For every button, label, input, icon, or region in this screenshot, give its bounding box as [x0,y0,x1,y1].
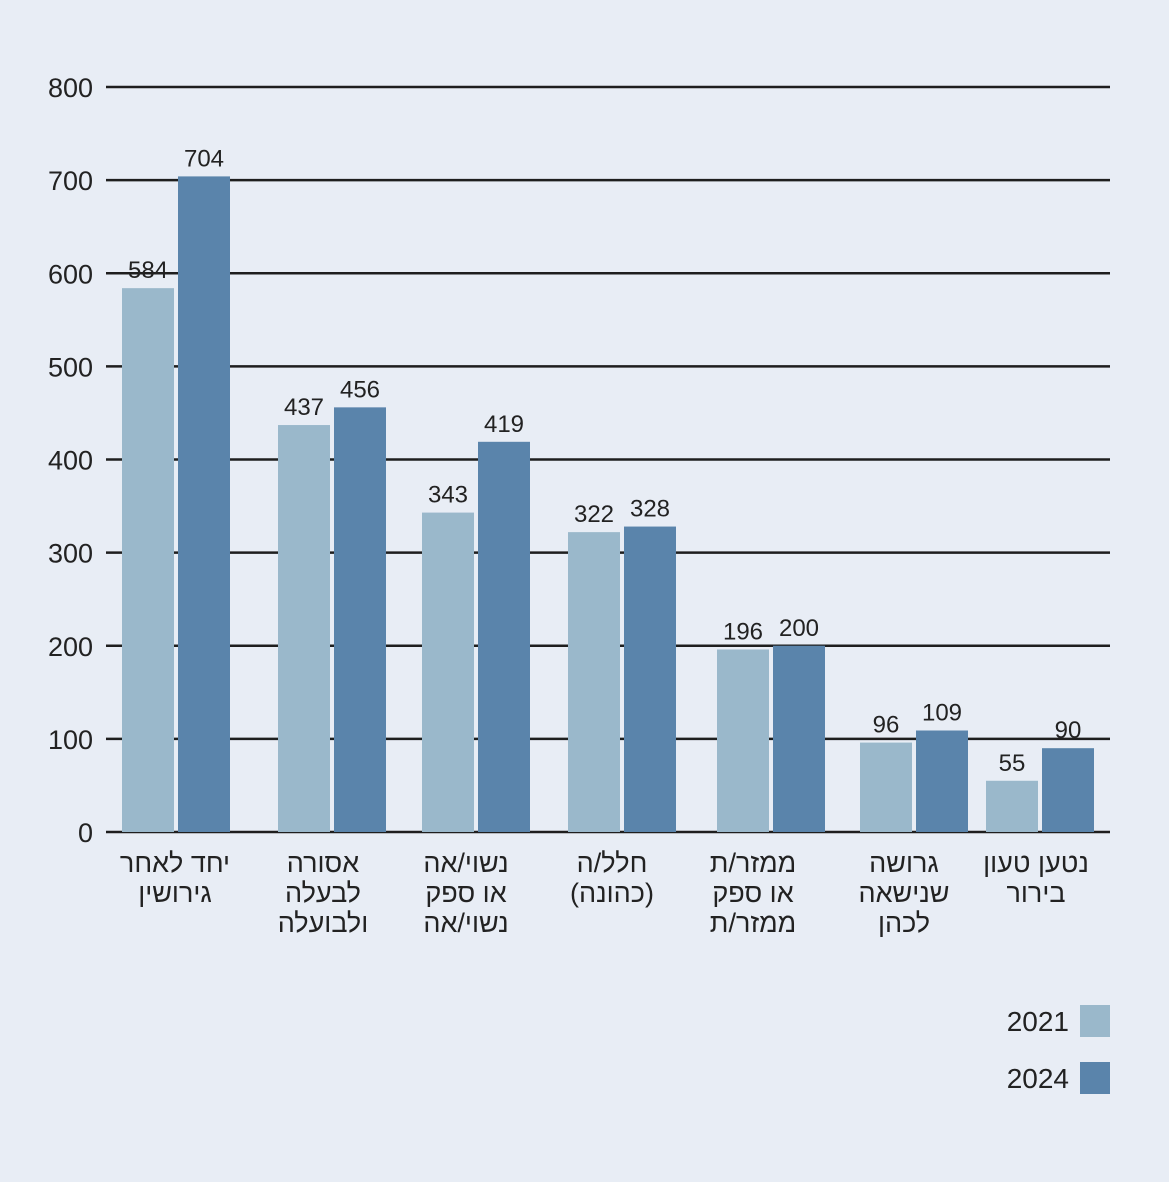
bar-2024-6 [1042,748,1094,832]
data-label: 196 [723,618,763,645]
bar-2024-1 [334,407,386,832]
data-label: 90 [1055,717,1082,744]
category-label: ממזר/ת [710,848,796,878]
category-label: חלל/ה [577,848,648,878]
data-label: 704 [184,145,224,172]
data-label: 55 [999,750,1026,777]
y-tick-label: 300 [48,539,93,569]
bars [122,176,1094,832]
category-label: אסורה [287,848,359,878]
y-tick-label: 600 [48,259,93,289]
data-label: 109 [922,699,962,726]
y-tick-label: 0 [78,818,93,848]
bar-2024-4 [773,645,825,832]
data-label: 437 [284,394,324,421]
category-label: נשוי/אה [423,908,508,938]
bar-2021-5 [860,742,912,832]
y-tick-label: 500 [48,352,93,382]
value-labels: 584 437 343 322 196 96 55 704 456 419 328 200 109 90 [128,145,1081,776]
data-label: 419 [484,411,524,438]
category-label: יחד לאחר [120,848,230,878]
category-label: נטען טעון [983,848,1089,878]
category-label: לכהן [878,908,930,938]
bar-2021-1 [278,425,330,832]
bar-2024-3 [624,526,676,832]
data-label: 200 [779,615,819,642]
category-label: ממזר/ת [710,908,796,938]
data-label: 584 [128,257,168,284]
y-axis-ticks: 0 100 200 300 400 500 600 700 800 [48,73,93,848]
bar-2021-6 [986,780,1038,832]
category-label: נשוי/אה [423,848,508,878]
legend-swatch-2024 [1080,1062,1110,1094]
y-tick-label: 100 [48,725,93,755]
bar-2021-0 [122,288,174,832]
data-label: 456 [340,376,380,403]
bar-2024-0 [178,176,230,832]
bar-2024-2 [478,441,530,832]
y-tick-label: 700 [48,166,93,196]
category-label: או ספק [712,878,793,908]
bar-2021-4 [717,649,769,832]
category-label: ולבועלה [278,908,369,938]
y-tick-label: 200 [48,632,93,662]
category-label: שנישאה [858,878,949,908]
category-label: גרושה [869,848,939,878]
category-label: או ספק [425,878,506,908]
legend: 2021 2024 [1007,1005,1110,1094]
category-label: בירור [1006,878,1065,908]
y-tick-label: 800 [48,73,93,103]
legend-swatch-2021 [1080,1005,1110,1037]
category-labels: יחד לאחרגירושיןאסורהלבעלהולבועלהנשוי/אהא… [120,848,1089,938]
legend-label: 2024 [1007,1063,1069,1094]
category-label: גירושין [138,878,212,908]
y-tick-label: 400 [48,446,93,476]
bar-2021-3 [568,532,620,832]
category-label: (כהונה) [570,878,654,908]
category-label: לבעלה [285,878,361,908]
legend-label: 2021 [1007,1006,1069,1037]
bar-2024-5 [916,730,968,832]
data-label: 322 [574,501,614,528]
data-label: 328 [630,496,670,523]
gridlines [106,85,1110,834]
bar-2021-2 [422,512,474,832]
data-label: 96 [873,712,900,739]
data-label: 343 [428,482,468,509]
